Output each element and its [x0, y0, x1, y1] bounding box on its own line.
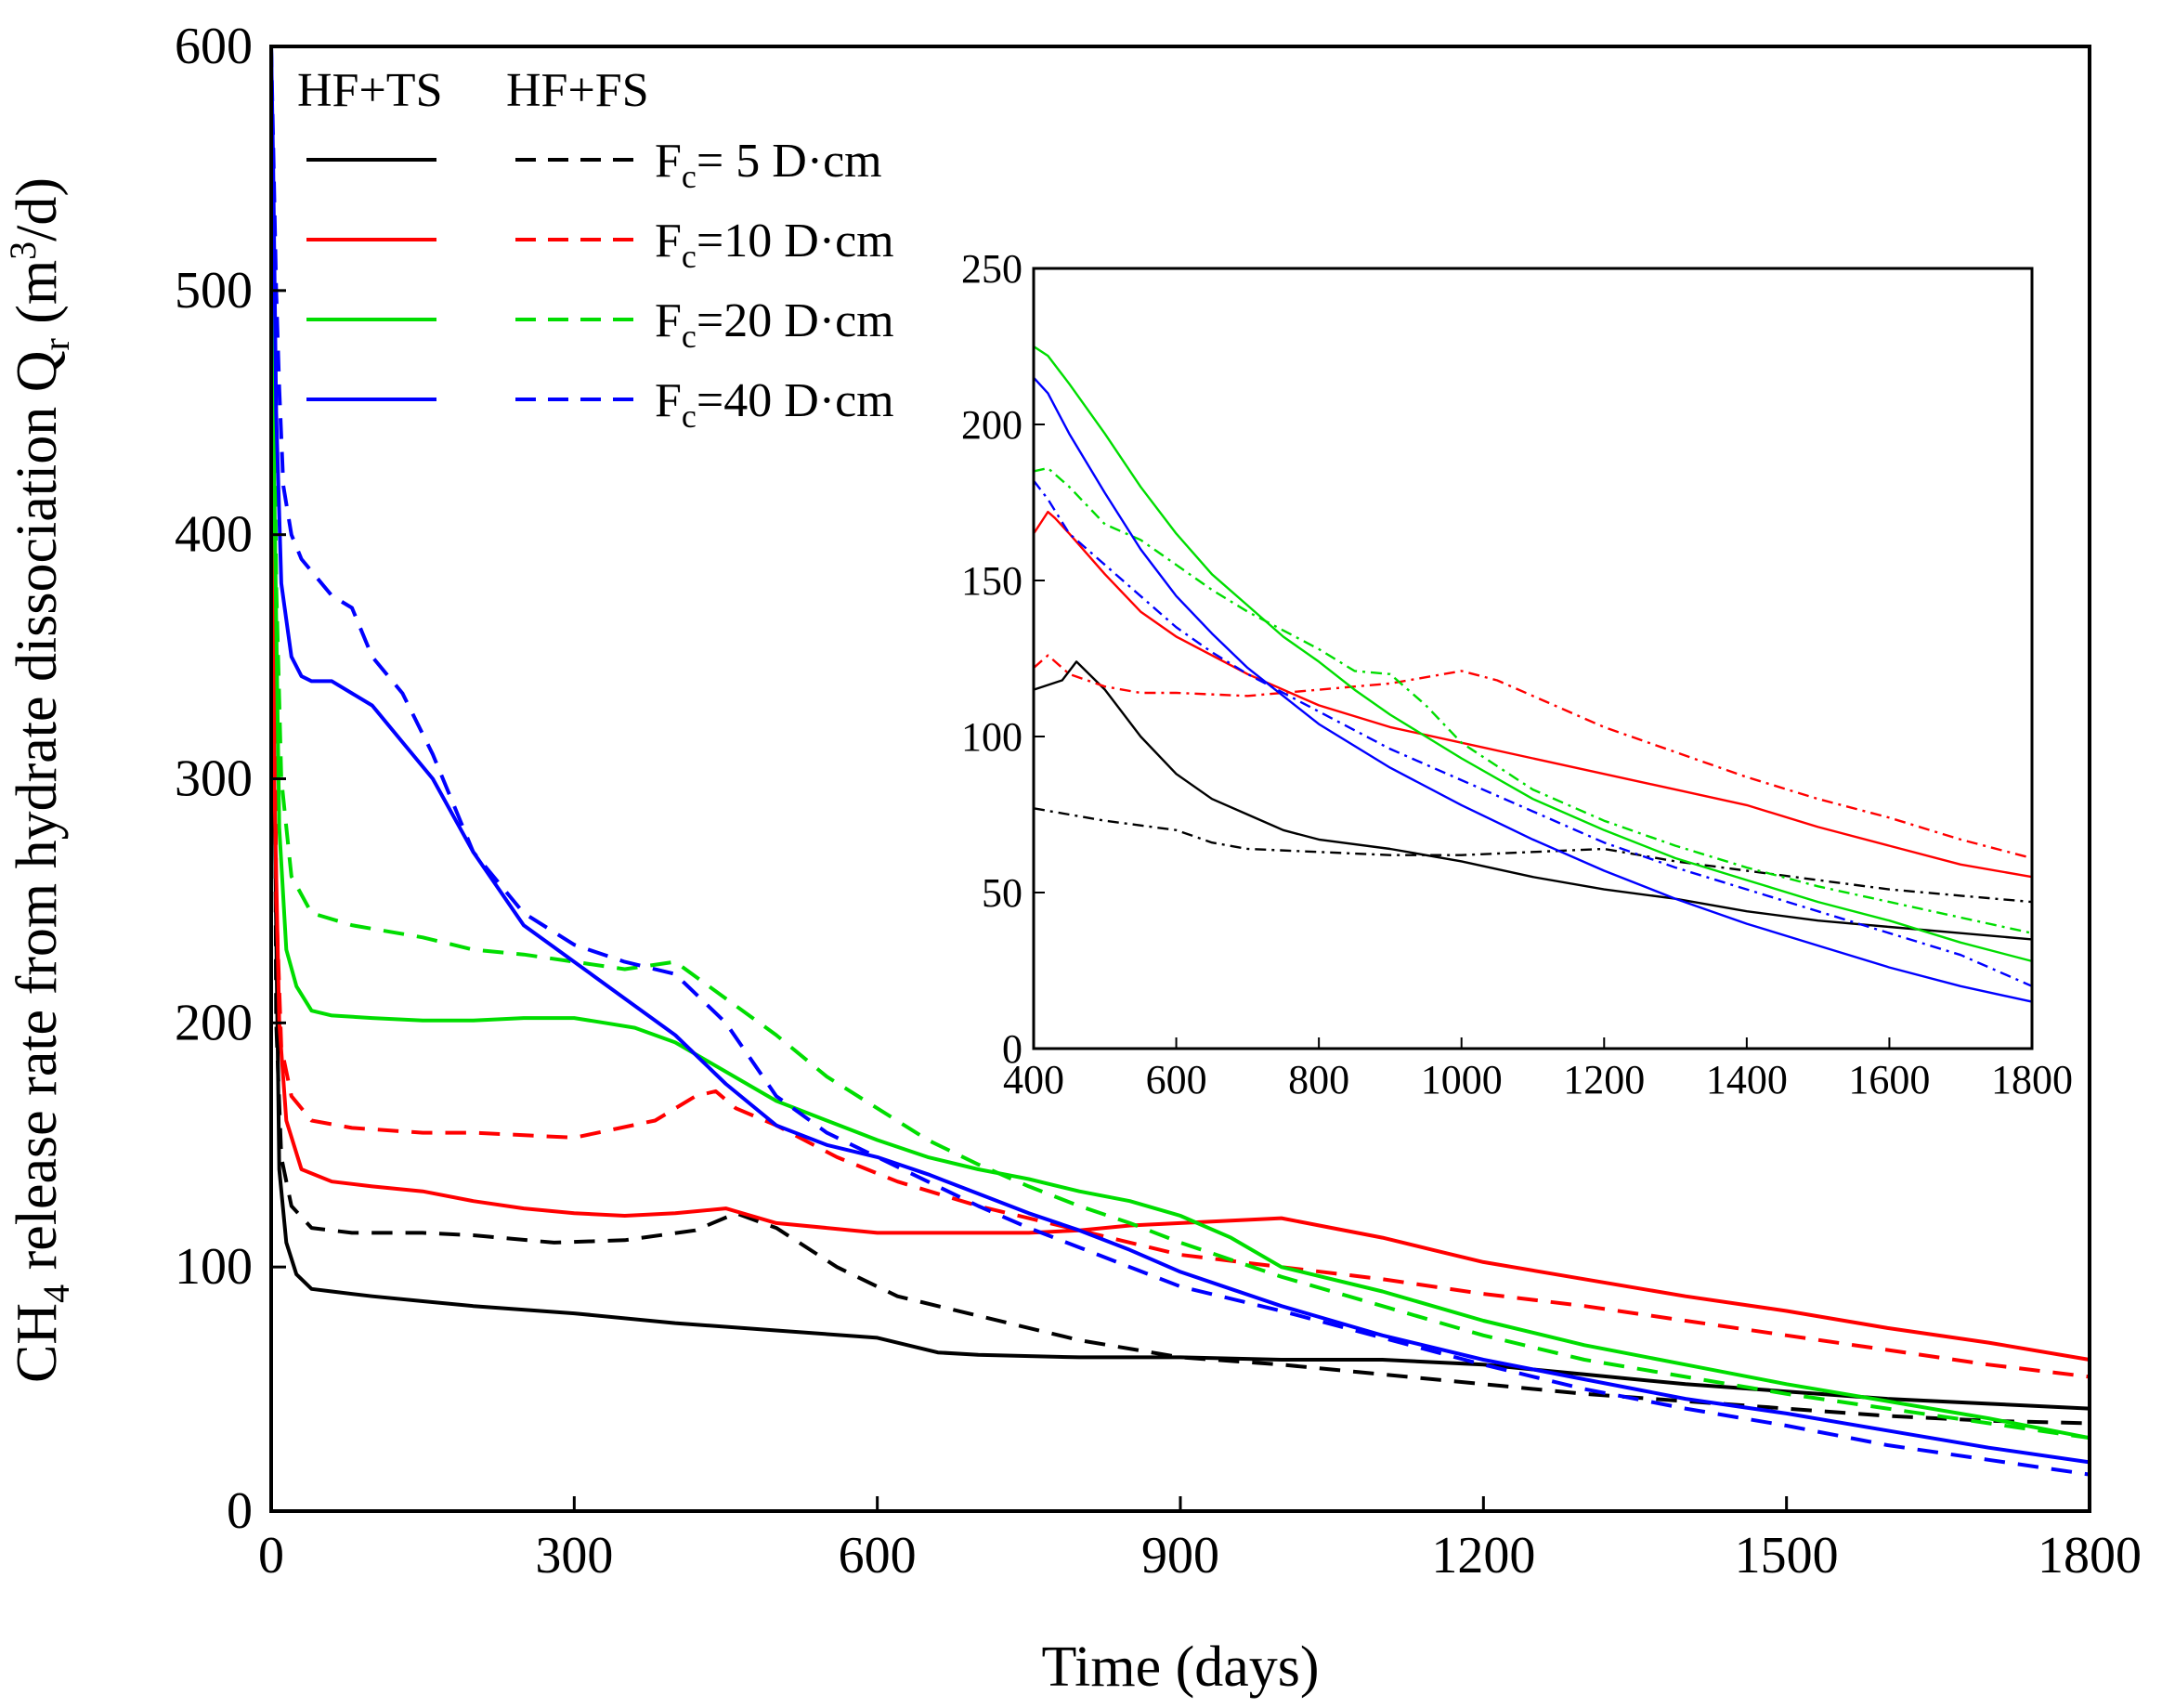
x-tick-label: 1200 — [1431, 1527, 1535, 1584]
y-tick-label: 100 — [175, 1238, 253, 1296]
y-axis-label: CH4 release rate from hydrate dissociati… — [2, 177, 77, 1383]
inset-series-hf-fs-fc-40-d-cm — [1033, 479, 2033, 987]
y-tick-label: 500 — [175, 262, 253, 319]
inset-x-tick-label: 1400 — [1706, 1057, 1788, 1102]
inset-y-tick-label: 0 — [1002, 1026, 1022, 1072]
x-tick-label: 900 — [1141, 1527, 1219, 1584]
y-tick-label: 0 — [227, 1482, 253, 1540]
series-hf-fs-fc-5-d-cm — [269, 46, 2090, 1426]
inset-x-tick-label: 1200 — [1563, 1057, 1645, 1102]
legend-entry-label: Fc= 5 D·cm — [655, 135, 882, 195]
legend-entry-label: Fc=20 D·cm — [655, 294, 894, 355]
legend: HF+TS HF+FS Fc= 5 D·cm Fc=10 D·cm Fc=20 D·… — [297, 64, 894, 435]
series-hf-fs-fc-40-d-cm — [269, 46, 2090, 1477]
series-hf-ts-fc-40-d-cm — [269, 46, 2090, 1465]
y-tick-label: 400 — [175, 506, 253, 564]
x-tick-label: 600 — [839, 1527, 917, 1584]
series-hf-fs-fc-20-d-cm — [269, 46, 2090, 1441]
inset-x-tick-label: 600 — [1146, 1057, 1207, 1102]
main-plot: 0 300 600 900 1200 1500 1800010020030040050060… — [175, 18, 2142, 1584]
inset-y-tick-label: 100 — [961, 714, 1022, 760]
x-tick-label: 0 — [258, 1527, 284, 1584]
inset-y-tick-label: 150 — [961, 558, 1022, 604]
x-tick-label: 300 — [535, 1527, 613, 1584]
x-axis-label: Time (days) — [1041, 1636, 1319, 1699]
series-hf-ts-fc-20-d-cm — [269, 46, 2090, 1441]
inset-series-hf-ts-fc-40-d-cm — [1033, 376, 2033, 1003]
inset-series-hf-ts-fc-5-d-cm — [1033, 660, 2033, 941]
inset-series-hf-ts-fc-20-d-cm — [1033, 345, 2033, 963]
inset-y-tick-label: 200 — [961, 402, 1022, 448]
y-tick-label: 300 — [175, 750, 253, 808]
series-hf-ts-fc-5-d-cm — [269, 46, 2090, 1411]
inset-series-hf-ts-fc-10-d-cm — [1032, 510, 2033, 879]
inset-series-hf-fs-fc-20-d-cm — [1033, 466, 2033, 934]
x-tick-label: 1500 — [1735, 1527, 1839, 1584]
y-tick-label: 200 — [175, 994, 253, 1051]
inset-y-tick-label: 50 — [982, 870, 1022, 916]
inset-plot: 400 600 800 1000 1200 1400 1600 1800 0 50 100 150 20… — [961, 246, 2073, 1102]
y-tick-label: 600 — [175, 18, 253, 75]
inset-plot-bg — [1034, 268, 2032, 1049]
inset-y-tick-label: 250 — [961, 246, 1022, 292]
legend-header-hf-ts: HF+TS — [297, 64, 442, 117]
x-tick-label: 1800 — [2038, 1527, 2142, 1584]
inset-x-tick-label: 400 — [1003, 1057, 1064, 1102]
inset-x-tick-label: 1800 — [1991, 1057, 2073, 1102]
inset-plot-frame — [1032, 267, 2034, 1050]
series-hf-ts-fc-10-d-cm — [269, 46, 2090, 1362]
inset-x-tick-label: 800 — [1288, 1057, 1349, 1102]
legend-header-hf-fs: HF+FS — [506, 64, 649, 117]
inset-x-tick-label: 1600 — [1848, 1057, 1930, 1102]
series-hf-fs-fc-10-d-cm — [269, 46, 2090, 1379]
inset-series-hf-fs-fc-10-d-cm — [1033, 654, 2033, 860]
inset-x-tick-label: 1000 — [1421, 1057, 1503, 1102]
legend-entry-label: Fc=40 D·cm — [655, 374, 894, 435]
legend-entry-label: Fc=10 D·cm — [655, 215, 894, 275]
